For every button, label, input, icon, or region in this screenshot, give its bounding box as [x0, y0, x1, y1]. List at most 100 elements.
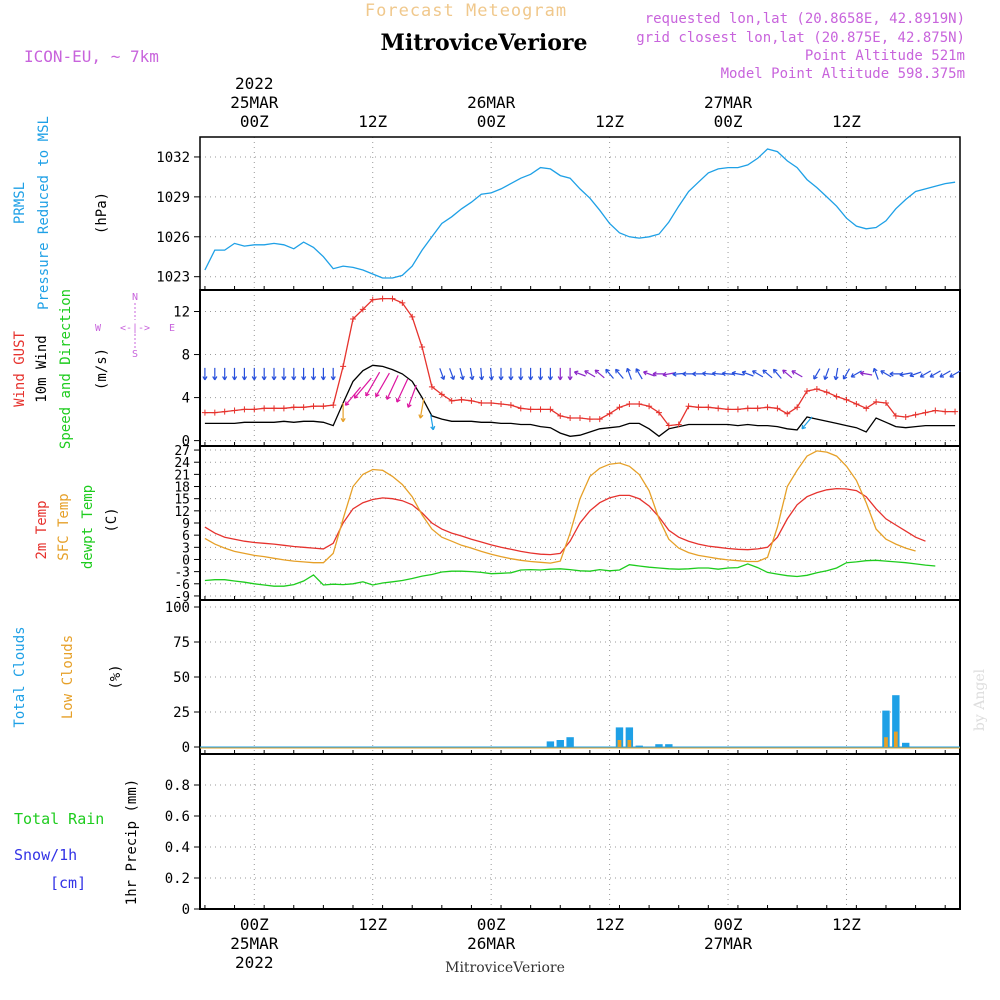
gust-point [774, 405, 781, 412]
gust-point [705, 404, 712, 411]
y-tick-label: 8 [182, 348, 190, 364]
wind-arrow [459, 367, 465, 381]
wind-arrow [330, 367, 336, 381]
gust-point [813, 385, 820, 392]
gust-point [379, 295, 386, 302]
time-label-top: 12Z [832, 112, 861, 131]
total-cloud-bar [882, 710, 890, 747]
gust-point [675, 421, 682, 428]
total-cloud-bar [665, 744, 673, 747]
wind-arrow [375, 372, 390, 398]
gust-point [231, 407, 238, 414]
wind-arrow [406, 384, 417, 408]
gust-point [428, 383, 435, 390]
gust-point [251, 406, 258, 413]
gust-point [557, 412, 564, 419]
gust-point [695, 404, 702, 411]
wind-arrow [801, 416, 813, 430]
compass-arrows: <-|-> [120, 323, 150, 334]
y-tick-label: 1032 [156, 150, 190, 166]
closest-coords: grid closest lon,lat (20.875E, 42.875N) [636, 30, 965, 46]
gust-point [794, 404, 801, 411]
time-label-top: 2022 [235, 74, 274, 93]
time-label-top: 25MAR [230, 93, 279, 112]
gust-point [527, 406, 534, 413]
time-label-bottom: 12Z [832, 915, 861, 934]
location-title: MitroviceVeriore [381, 30, 588, 56]
model-altitude: Model Point Altitude 598.375m [721, 66, 965, 82]
y-tick-label: -9 [174, 590, 190, 605]
wind-arrow [281, 367, 287, 381]
wind-arrow [909, 371, 922, 378]
gust-point [300, 404, 307, 411]
gust-point [616, 404, 623, 411]
gust-point [873, 398, 880, 405]
total-cloud-bar [892, 695, 900, 747]
gust-point [863, 405, 870, 412]
gust-point [725, 406, 732, 413]
total-cloud-bar [556, 740, 564, 747]
time-label-top: 26MAR [467, 93, 516, 112]
y-tick-label: 25 [173, 705, 190, 721]
wind-arrow [643, 370, 655, 377]
gust-point [340, 363, 347, 370]
wind-arrow [212, 367, 218, 381]
wind-arrow [731, 370, 744, 376]
y-tick-label: 12 [173, 305, 190, 321]
gust-point [241, 406, 248, 413]
compass-s: S [132, 349, 138, 360]
y-tick-label: 0.6 [165, 809, 190, 825]
label-precip-axis: 1hr Precip (mm) [124, 779, 140, 905]
gust-point [685, 403, 692, 410]
label-celsius: (C) [104, 507, 120, 532]
time-label-bottom: 12Z [358, 915, 387, 934]
gust-point [942, 408, 949, 415]
gust-point [596, 416, 603, 423]
gust-point [892, 412, 899, 419]
wind-arrow [842, 368, 851, 380]
wind-arrow [567, 367, 573, 381]
total-cloud-bar [546, 741, 555, 747]
wind-arrow [418, 398, 425, 419]
gust-point [280, 405, 287, 412]
gust-point [271, 405, 278, 412]
wind-arrow [872, 367, 879, 380]
gust-point [349, 316, 356, 323]
sfc-temp-line [204, 450, 916, 564]
gust-point [211, 409, 218, 416]
point-altitude: Point Altitude 521m [805, 48, 965, 64]
label-speed-direction: Speed and Direction [58, 289, 74, 449]
gust-point [754, 405, 761, 412]
label-wind-gust: Wind GUST [12, 331, 28, 407]
gust-point [853, 401, 860, 408]
y-tick-label: 0.8 [165, 778, 190, 794]
precip-labels: Total Rain Snow/1h [cm] 1hr Precip (mm) [14, 779, 140, 905]
wind-arrow [344, 386, 362, 406]
total-cloud-bar [902, 742, 910, 747]
y-tick-label: 12 [174, 505, 190, 520]
wind-arrow [791, 370, 803, 378]
total-cloud-bar [655, 744, 663, 747]
low-cloud-bar [893, 731, 898, 747]
wind-arrow [949, 370, 961, 378]
time-label-top: 00Z [240, 112, 269, 131]
gust-point [646, 403, 653, 410]
wind-arrow [662, 371, 675, 377]
gust-point [665, 422, 672, 429]
label-10m-wind: 10m Wind [34, 335, 50, 402]
label-ms: (m/s) [94, 348, 110, 390]
label-snow: Snow/1h [14, 846, 77, 864]
gust-point [201, 409, 208, 416]
wind-arrow [261, 367, 267, 381]
label-sfc-temp: SFC Temp [56, 493, 72, 560]
wind-arrow [594, 369, 605, 379]
wind-arrow [859, 370, 873, 376]
gust-point [636, 401, 643, 408]
pressure-labels: PRMSL Pressure Reduced to MSL (hPa) [12, 116, 110, 310]
gust-point [310, 403, 317, 410]
y-tick-label: 0 [182, 434, 190, 450]
wind-arrow [301, 367, 307, 381]
total-cloud-bar [635, 745, 643, 747]
